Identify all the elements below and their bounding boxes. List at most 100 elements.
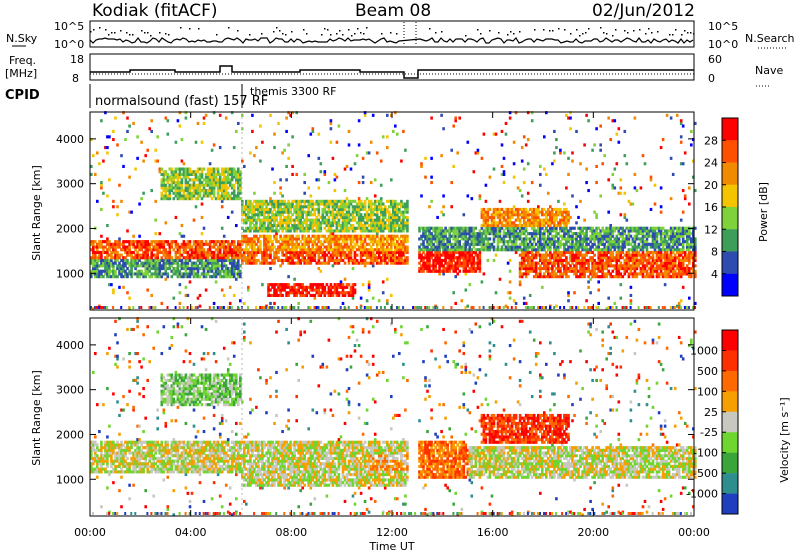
- nsky-dot: [381, 33, 383, 35]
- heatmap-cell: [108, 267, 111, 271]
- heatmap-cell: [524, 229, 528, 233]
- heatmap-cell: [422, 248, 425, 252]
- heatmap-cell: [543, 245, 546, 249]
- heatmap-cell: [249, 226, 252, 230]
- heatmap-cell: [379, 213, 383, 217]
- heatmap-cell: [559, 234, 562, 238]
- heatmap-cell: [484, 183, 488, 187]
- heatmap-cell: [271, 205, 274, 209]
- heatmap-cell: [317, 240, 321, 244]
- heatmap-cell: [327, 224, 331, 228]
- heatmap-cell: [569, 253, 572, 257]
- heatmap-cell: [375, 234, 379, 238]
- heatmap-cell: [353, 253, 357, 257]
- heatmap-cell: [474, 269, 478, 273]
- heatmap-cell: [406, 258, 409, 262]
- heatmap-cell: [367, 215, 371, 219]
- heatmap-cell: [534, 269, 538, 273]
- heatmap-cell: [476, 242, 480, 246]
- heatmap-cell: [434, 226, 437, 230]
- heatmap-cell: [516, 218, 520, 222]
- heatmap-cell: [188, 242, 192, 246]
- heatmap-cell: [343, 215, 347, 219]
- heatmap-cell: [345, 210, 349, 214]
- heatmap-cell: [363, 111, 367, 115]
- heatmap-cell: [232, 250, 236, 254]
- heatmap-cell: [325, 237, 329, 241]
- heatmap-cell: [528, 221, 532, 225]
- heatmap-cell: [462, 248, 466, 252]
- heatmap-cell: [228, 242, 232, 246]
- heatmap-cell: [158, 261, 162, 265]
- heatmap-cell: [285, 229, 288, 233]
- heatmap-cell: [321, 218, 325, 222]
- heatmap-cell: [174, 140, 178, 144]
- heatmap-cell: [557, 253, 560, 257]
- heatmap-cell: [388, 199, 391, 203]
- heatmap-cell: [261, 210, 264, 214]
- heatmap-cell: [339, 245, 343, 249]
- heatmap-cell: [388, 224, 391, 228]
- heatmap-cell: [543, 221, 546, 225]
- heatmap-cell: [291, 248, 294, 252]
- heatmap-cell: [579, 272, 582, 276]
- heatmap-cell: [577, 275, 580, 279]
- heatmap-cell: [202, 256, 206, 260]
- heatmap-cell: [198, 258, 202, 262]
- heatmap-cell: [293, 288, 296, 292]
- heatmap-cell: [178, 191, 182, 195]
- heatmap-cell: [150, 253, 153, 257]
- heatmap-cell: [468, 256, 472, 260]
- heatmap-cell: [287, 256, 290, 260]
- heatmap-cell: [228, 250, 232, 254]
- heatmap-cell: [555, 261, 558, 265]
- heatmap-cell: [494, 213, 498, 217]
- heatmap-cell: [301, 221, 304, 225]
- heatmap-cell: [482, 242, 486, 246]
- heatmap-cell: [329, 234, 333, 238]
- heatmap-cell: [228, 197, 232, 201]
- heatmap-cell: [94, 261, 97, 265]
- heatmap-cell: [178, 253, 182, 257]
- heatmap-cell: [444, 269, 447, 273]
- heatmap-cell: [136, 275, 139, 279]
- heatmap-cell: [299, 210, 302, 214]
- heatmap-cell: [118, 256, 121, 260]
- heatmap-cell: [313, 242, 317, 246]
- heatmap-cell: [184, 250, 188, 254]
- heatmap-cell: [327, 256, 331, 260]
- heatmap-cell: [335, 210, 339, 214]
- heatmap-cell: [265, 215, 268, 219]
- heatmap-cell: [299, 218, 302, 222]
- heatmap-cell: [230, 272, 234, 276]
- heatmap-cell: [309, 250, 313, 254]
- heatmap-cell: [341, 240, 345, 244]
- heatmap-cell: [277, 258, 280, 262]
- heatmap-cell: [400, 248, 403, 252]
- heatmap-cell: [106, 253, 109, 257]
- heatmap-cell: [486, 242, 490, 246]
- heatmap-cell: [273, 224, 276, 228]
- heatmap-cell: [206, 256, 210, 260]
- heatmap-cell: [333, 205, 337, 209]
- heatmap-cell: [138, 234, 141, 238]
- heatmap-cell: [285, 178, 288, 182]
- heatmap-cell: [367, 229, 371, 233]
- heatmap-cell: [116, 250, 119, 254]
- nsky-dot: [690, 32, 692, 34]
- heatmap-cell: [468, 253, 472, 257]
- heatmap-cell: [567, 267, 570, 271]
- heatmap-cell: [281, 293, 284, 297]
- heatmap-cell: [295, 245, 298, 249]
- heatmap-cell: [132, 250, 135, 254]
- heatmap-cell: [104, 258, 107, 262]
- heatmap-cell: [114, 272, 117, 276]
- heatmap-cell: [100, 261, 103, 265]
- heatmap-cell: [438, 237, 441, 241]
- heatmap-cell: [333, 248, 337, 252]
- heatmap-cell: [353, 283, 357, 287]
- heatmap-cell: [208, 167, 212, 171]
- heatmap-cell: [132, 258, 135, 262]
- heatmap-cell: [532, 215, 536, 219]
- heatmap-cell: [440, 234, 443, 238]
